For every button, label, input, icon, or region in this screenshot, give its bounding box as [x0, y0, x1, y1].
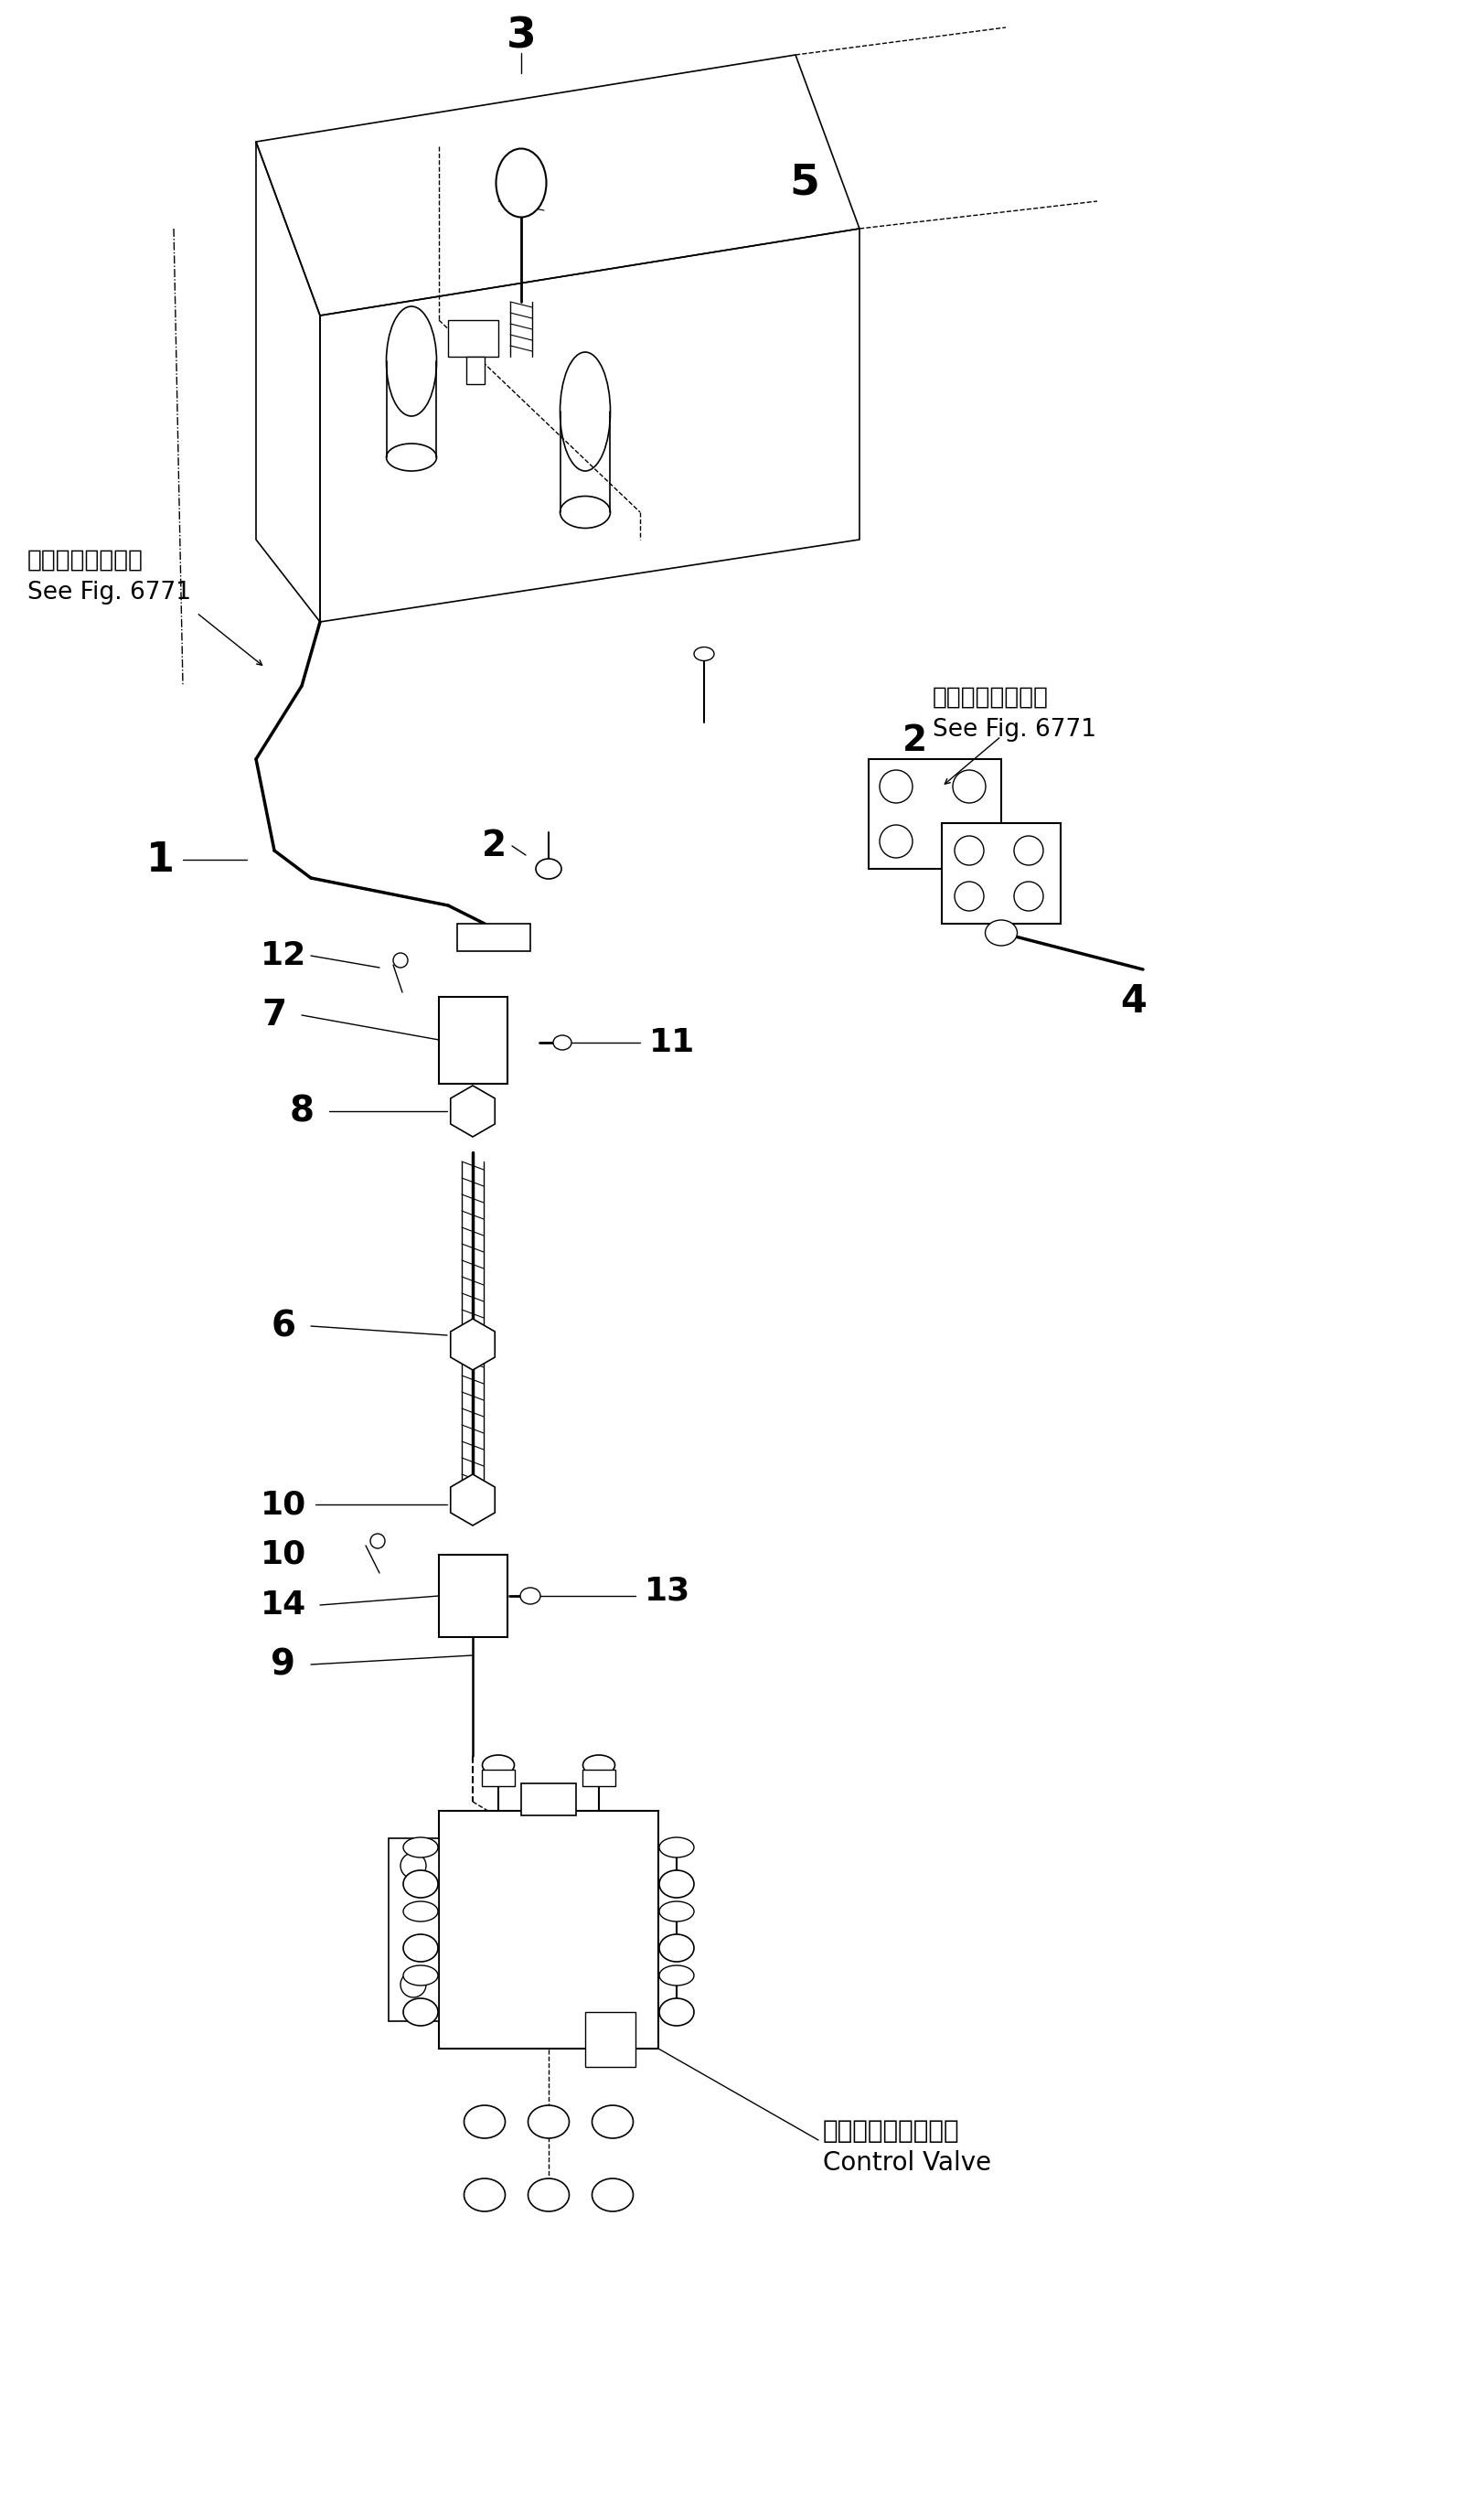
- Text: 第６７７１図参照: 第６７７１図参照: [27, 549, 144, 574]
- Text: 13: 13: [644, 1576, 690, 1606]
- Bar: [482, 1771, 515, 1786]
- Text: 第６７７１図参照: 第６７７１図参照: [932, 686, 1048, 711]
- Bar: [585, 2013, 635, 2068]
- Ellipse shape: [404, 1965, 438, 1985]
- Text: 2: 2: [901, 723, 926, 758]
- Ellipse shape: [659, 1870, 693, 1898]
- Ellipse shape: [592, 2177, 632, 2212]
- Text: 6: 6: [272, 1309, 295, 1344]
- Ellipse shape: [554, 1035, 571, 1050]
- Ellipse shape: [659, 1900, 693, 1920]
- Ellipse shape: [536, 858, 561, 878]
- Ellipse shape: [659, 1838, 693, 1858]
- Bar: [466, 357, 484, 384]
- Text: 8: 8: [289, 1095, 315, 1130]
- Bar: [448, 319, 499, 357]
- Text: 10: 10: [260, 1489, 306, 1519]
- Bar: [582, 1771, 614, 1786]
- Ellipse shape: [482, 1756, 513, 1776]
- Bar: [521, 1783, 576, 1816]
- Ellipse shape: [404, 1870, 438, 1898]
- Text: 14: 14: [260, 1589, 306, 1621]
- Text: See Fig. 6771: See Fig. 6771: [27, 581, 191, 604]
- Ellipse shape: [463, 2105, 505, 2137]
- Text: 5: 5: [789, 162, 819, 205]
- Text: 1: 1: [145, 840, 174, 880]
- Text: 7: 7: [261, 998, 286, 1033]
- Ellipse shape: [404, 1998, 438, 2025]
- Ellipse shape: [528, 2105, 568, 2137]
- Text: 10: 10: [260, 1539, 306, 1571]
- Ellipse shape: [404, 1935, 438, 1963]
- Bar: [439, 1811, 657, 2048]
- Text: 3: 3: [506, 15, 536, 57]
- Bar: [457, 923, 530, 950]
- Bar: [389, 1838, 439, 2020]
- Ellipse shape: [463, 2177, 505, 2212]
- Ellipse shape: [519, 1589, 540, 1604]
- Ellipse shape: [583, 1756, 614, 1776]
- Text: コントロールバルブ: コントロールバルブ: [822, 2117, 959, 2145]
- Ellipse shape: [984, 920, 1017, 945]
- Text: 2: 2: [481, 828, 506, 863]
- Bar: [941, 823, 1060, 923]
- Ellipse shape: [592, 2105, 632, 2137]
- Ellipse shape: [659, 1935, 693, 1963]
- Ellipse shape: [404, 1900, 438, 1920]
- Text: 11: 11: [649, 1028, 695, 1057]
- Ellipse shape: [496, 150, 546, 217]
- Ellipse shape: [659, 1998, 693, 2025]
- Ellipse shape: [528, 2177, 568, 2212]
- Ellipse shape: [693, 646, 714, 661]
- Text: See Fig. 6771: See Fig. 6771: [932, 718, 1095, 741]
- Bar: [439, 998, 508, 1085]
- Text: 12: 12: [260, 940, 306, 970]
- Text: Control Valve: Control Valve: [822, 2150, 991, 2175]
- Bar: [439, 1554, 508, 1636]
- Bar: [868, 758, 1000, 868]
- Ellipse shape: [404, 1838, 438, 1858]
- Text: 4: 4: [1120, 983, 1146, 1020]
- Ellipse shape: [659, 1965, 693, 1985]
- Text: 9: 9: [272, 1646, 295, 1681]
